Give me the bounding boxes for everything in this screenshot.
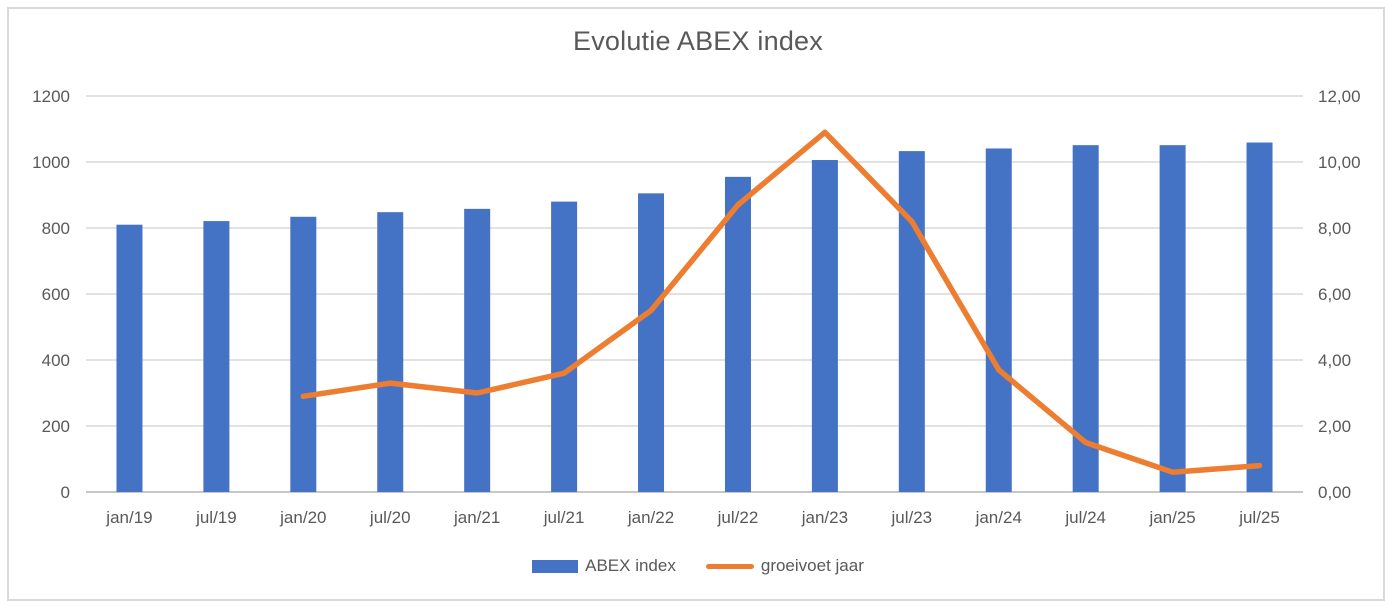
- y-right-tick-label: 4,00: [1318, 351, 1351, 370]
- bar: [377, 212, 404, 492]
- y-left-tick-label: 0: [61, 483, 70, 502]
- bar: [638, 193, 665, 492]
- legend-label-groeivoet-jaar: groeivoet jaar: [760, 556, 864, 575]
- bar: [811, 160, 838, 492]
- x-tick-label: jul/21: [543, 508, 585, 527]
- bar: [203, 221, 230, 492]
- bar: [464, 208, 491, 493]
- legend-item-abex-index: ABEX index: [532, 556, 676, 576]
- x-tick-label: jul/25: [1238, 508, 1280, 527]
- bar: [724, 176, 751, 492]
- y-right-tick-label: 8,00: [1318, 219, 1351, 238]
- y-right-tick-label: 0,00: [1318, 483, 1351, 502]
- chart-frame: [7, 7, 1385, 601]
- chart-legend: ABEX index groeivoet jaar: [0, 556, 1396, 576]
- bar: [898, 151, 925, 493]
- x-tick-label: jul/23: [891, 508, 933, 527]
- bar: [290, 216, 317, 492]
- x-tick-label: jul/22: [717, 508, 759, 527]
- bar: [116, 224, 143, 492]
- y-right-tick-label: 2,00: [1318, 417, 1351, 436]
- legend-bar-swatch-icon: [532, 559, 579, 573]
- bar: [1246, 142, 1273, 492]
- x-tick-label: jan/21: [453, 508, 500, 527]
- y-right-tick-label: 10,00: [1318, 153, 1361, 172]
- x-tick-label: jul/20: [369, 508, 411, 527]
- y-right-tick-label: 6,00: [1318, 285, 1351, 304]
- y-left-tick-label: 200: [42, 417, 70, 436]
- x-tick-label: jan/24: [975, 508, 1022, 527]
- legend-label-abex-index: ABEX index: [585, 556, 676, 575]
- x-tick-label: jul/19: [195, 508, 237, 527]
- x-tick-label: jan/20: [279, 508, 326, 527]
- bar: [985, 148, 1012, 492]
- y-left-tick-label: 400: [42, 351, 70, 370]
- chart-title: Evolutie ABEX index: [573, 26, 823, 56]
- x-tick-label: jan/22: [627, 508, 674, 527]
- bar: [1159, 145, 1186, 493]
- x-tick-label: jan/23: [801, 508, 848, 527]
- x-tick-label: jan/19: [105, 508, 152, 527]
- y-right-tick-label: 12,00: [1318, 87, 1361, 106]
- x-tick-label: jul/24: [1064, 508, 1106, 527]
- y-left-tick-label: 800: [42, 219, 70, 238]
- y-left-tick-label: 1000: [32, 153, 70, 172]
- legend-line-swatch-icon: [705, 563, 754, 569]
- y-left-tick-label: 1200: [32, 87, 70, 106]
- x-tick-label: jan/25: [1148, 508, 1195, 527]
- legend-item-groeivoet-jaar: groeivoet jaar: [705, 556, 864, 576]
- bar: [551, 201, 578, 492]
- y-left-tick-label: 600: [42, 285, 70, 304]
- growth-line: [300, 129, 1263, 475]
